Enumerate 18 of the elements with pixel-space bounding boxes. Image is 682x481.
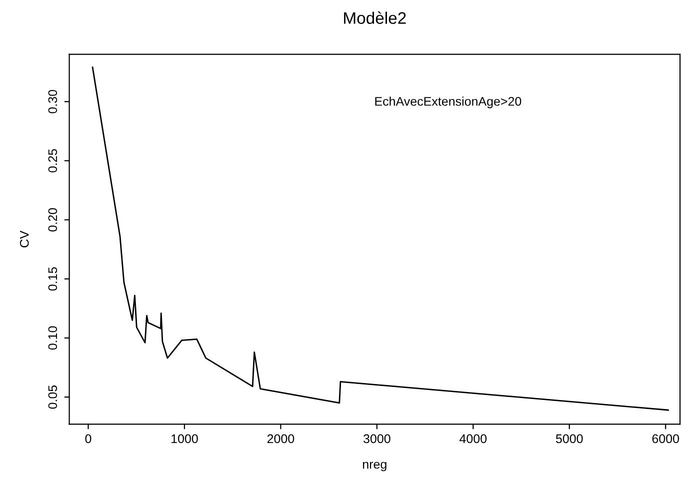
x-tick-label: 1000: [172, 434, 198, 444]
x-tick-label: 2000: [267, 434, 294, 444]
annotation: EchAvecExtensionAge>20: [375, 96, 522, 108]
x-tick-label: 5000: [556, 434, 583, 444]
x-tick-label: 3000: [363, 434, 390, 444]
x-tick-label: 4000: [460, 434, 487, 444]
y-tick-label: 0.25: [48, 149, 58, 172]
chart-title: Modèle2: [344, 12, 406, 24]
y-tick-label: 0.05: [48, 385, 58, 409]
line-series: [92, 66, 669, 411]
y-tick-label: 0.15: [48, 267, 58, 291]
x-axis-title: nreg: [362, 462, 386, 472]
y-axis-title: CV: [20, 230, 29, 248]
x-tick-label: 6000: [652, 434, 680, 444]
x-tick-label: 0: [85, 434, 92, 444]
y-tick-label: 0.10: [48, 326, 58, 350]
y-tick-label: 0.20: [48, 208, 58, 232]
y-tick-label: 0.30: [48, 90, 58, 114]
